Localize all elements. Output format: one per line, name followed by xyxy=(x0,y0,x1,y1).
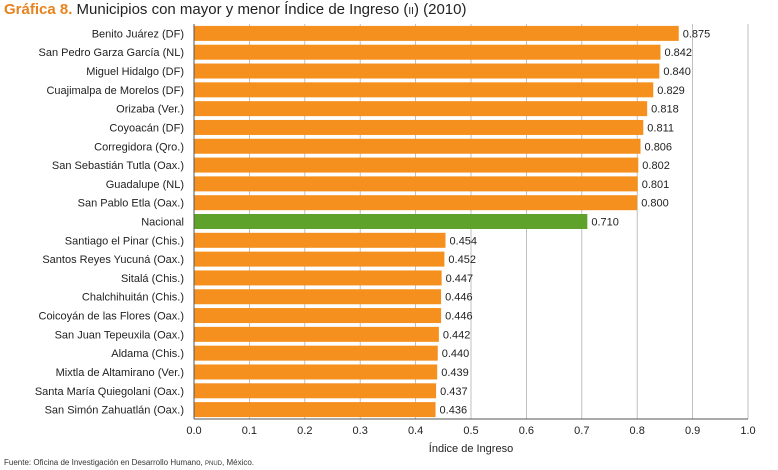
bar xyxy=(194,289,442,305)
bar xyxy=(194,25,679,41)
category-label: Santiago el Pinar (Chis.) xyxy=(65,235,184,247)
value-label: 0.442 xyxy=(443,329,471,341)
value-label: 0.829 xyxy=(657,85,685,97)
value-label: 0.818 xyxy=(651,104,679,116)
category-label: San Simón Zahuatlán (Oax.) xyxy=(45,405,184,417)
category-label: Aldama (Chis.) xyxy=(111,348,184,360)
category-label: Santa María Quiegolani (Oax.) xyxy=(35,386,184,398)
source-note: Fuente: Oficina de Investigación en Desa… xyxy=(4,458,254,467)
value-label: 0.800 xyxy=(641,198,669,210)
value-label: 0.452 xyxy=(448,254,476,266)
value-label: 0.446 xyxy=(445,311,473,323)
x-tick-label: 1.0 xyxy=(740,425,755,437)
category-label: San Sebastián Tutla (Oax.) xyxy=(52,160,184,172)
category-label: Coicoyán de las Flores (Oax.) xyxy=(39,311,185,323)
x-tick-label: 0.2 xyxy=(297,425,312,437)
bar xyxy=(194,383,437,399)
bar xyxy=(194,364,438,380)
value-label: 0.806 xyxy=(645,141,673,153)
bar xyxy=(194,63,660,79)
bar xyxy=(194,270,442,286)
bar xyxy=(194,82,654,98)
x-tick-label: 0.8 xyxy=(630,425,645,437)
chart-title: Gráfica 8. Municipios con mayor y menor … xyxy=(4,1,466,18)
title-main: Municipios con mayor y menor Índice de I… xyxy=(76,1,409,18)
category-label: Cuajimalpa de Morelos (DF) xyxy=(46,85,184,97)
x-tick-label: 0.6 xyxy=(519,425,534,437)
bar xyxy=(194,345,438,361)
value-label: 0.875 xyxy=(683,28,711,40)
title-tail: ) (2010) xyxy=(413,1,467,18)
x-tick-label: 0.1 xyxy=(242,425,257,437)
category-label: Coyoacán (DF) xyxy=(109,122,184,134)
bar xyxy=(194,251,445,267)
value-label: 0.454 xyxy=(450,235,478,247)
value-label: 0.710 xyxy=(591,217,619,229)
category-label: Chalchihuitán (Chis.) xyxy=(82,292,184,304)
category-label: Guadalupe (NL) xyxy=(106,179,184,191)
value-label: 0.440 xyxy=(442,348,470,360)
value-label: 0.436 xyxy=(440,405,468,417)
category-label: Corregidora (Qro.) xyxy=(94,141,184,153)
bar xyxy=(194,232,446,248)
value-label: 0.446 xyxy=(445,292,473,304)
category-label: Orizaba (Ver.) xyxy=(116,104,184,116)
category-label: Mixtla de Altamirano (Ver.) xyxy=(56,367,184,379)
value-label: 0.802 xyxy=(642,160,670,172)
bar xyxy=(194,326,439,342)
value-label: 0.447 xyxy=(446,273,474,285)
value-label: 0.801 xyxy=(642,179,670,191)
bar xyxy=(194,195,638,211)
title-abbreviation: II xyxy=(408,6,414,17)
bar xyxy=(194,44,661,60)
value-label: 0.437 xyxy=(440,386,468,398)
x-tick-label: 0.0 xyxy=(186,425,201,437)
category-label: Miguel Hidalgo (DF) xyxy=(86,66,184,78)
value-label: 0.840 xyxy=(663,66,691,78)
category-label: San Juan Tepeuxila (Oax.) xyxy=(55,329,184,341)
bar xyxy=(194,119,644,135)
bar xyxy=(194,138,641,154)
x-tick-label: 0.3 xyxy=(353,425,368,437)
category-label: San Pedro Garza García (NL) xyxy=(38,47,184,59)
figure-number: Gráfica 8. xyxy=(4,1,73,18)
bar xyxy=(194,176,638,192)
x-tick-label: 0.4 xyxy=(408,425,423,437)
value-label: 0.842 xyxy=(664,47,692,59)
x-tick-label: 0.7 xyxy=(574,425,589,437)
bar xyxy=(194,101,648,117)
x-tick-label: 0.5 xyxy=(463,425,478,437)
source-prefix: Fuente: Oficina de Investigación en Desa… xyxy=(4,458,205,467)
bar xyxy=(194,402,436,418)
category-label: Sitalá (Chis.) xyxy=(121,273,184,285)
category-label: Santos Reyes Yucuná (Oax.) xyxy=(42,254,184,266)
bar xyxy=(194,214,588,229)
value-label: 0.439 xyxy=(441,367,469,379)
source-suffix: , México. xyxy=(222,458,255,467)
x-tick-label: 0.9 xyxy=(685,425,700,437)
category-label: San Pablo Etla (Oax.) xyxy=(78,198,184,210)
value-label: 0.811 xyxy=(647,122,674,134)
x-axis-label: Índice de Ingreso xyxy=(429,442,513,455)
bar xyxy=(194,157,639,173)
category-label: Nacional xyxy=(141,217,184,229)
category-label: Benito Juárez (DF) xyxy=(92,28,184,40)
bar xyxy=(194,308,442,324)
source-org: PNUD xyxy=(205,461,223,467)
